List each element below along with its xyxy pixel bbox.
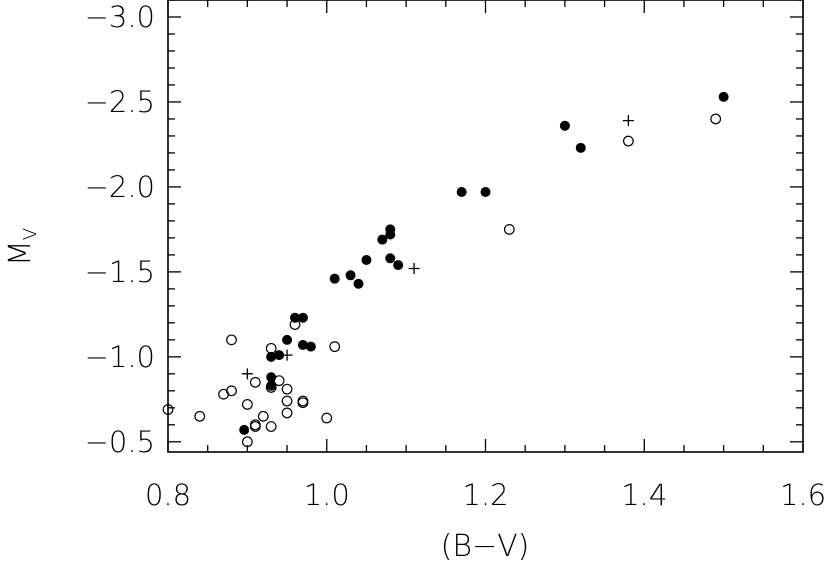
data-point-open [281,383,293,395]
data-point-open [265,421,277,432]
data-point-open [622,135,634,147]
data-point-open [226,334,237,346]
data-point-filled [480,187,491,198]
x-axis-label: (B−V) [441,529,530,564]
y-tick-label: −2.0 [85,170,155,204]
data-point-open [329,341,341,353]
data-point-filled [345,270,356,281]
data-point-filled [266,372,277,383]
data-point-open [289,319,301,330]
data-point-open [249,376,261,388]
data-point-filled [329,273,340,284]
data-point-open [273,375,285,387]
data-point-open [281,407,293,419]
data-point-plus [408,262,420,274]
data-point-filled [718,91,729,102]
data-point-filled [456,187,467,198]
data-point-open [162,404,174,415]
data-point-filled [266,351,277,362]
data-point-filled [305,341,316,352]
plot-frame [167,0,804,453]
data-point-open [194,410,206,422]
x-tick-label: 1.0 [304,478,350,512]
y-axis-label: MV [3,228,41,266]
axis-ticks [167,0,804,452]
data-point-filled [274,350,285,361]
y-tick-label: −0.5 [85,425,155,459]
data-point-filled [393,260,404,271]
data-point-open [281,395,293,407]
data-point-filled [297,312,308,323]
data-point-open [321,412,333,424]
y-tick-label: −3.0 [85,0,155,34]
data-point-filled [575,142,586,153]
data-point-filled [361,254,372,265]
data-point-filled [559,120,570,131]
data-point-open [241,436,253,448]
data-point-open [249,421,261,432]
data-point-filled [353,278,364,289]
data-point-filled [377,234,388,245]
x-tick-label: 0.8 [145,478,191,512]
x-tick-label: 1.2 [462,478,508,512]
y-tick-label: −2.5 [85,85,155,119]
y-axis-label-subscript: V [20,228,41,240]
data-point-open [265,382,277,393]
data-points [162,91,729,448]
axis-tick-labels: 0.8 1.0 1.2 1.4 1.6 −0.5 −1.0 −1.5 −2.0 −2.5 −3.0 [85,0,826,512]
data-point-open [710,113,722,125]
data-point-open [297,397,309,409]
data-point-open [503,223,515,235]
data-point-open [241,399,253,410]
data-point-plus [281,349,293,361]
data-point-filled [297,339,308,350]
data-point-open [226,385,237,397]
x-tick-label: 1.4 [621,478,667,512]
data-point-plus [241,368,253,380]
y-axis-label-main: M [3,240,38,266]
data-point-filled [239,424,250,435]
data-point-open [257,410,269,422]
y-tick-label: −1.5 [85,255,155,289]
y-tick-label: −1.0 [85,340,155,374]
x-tick-label: 1.6 [780,478,826,512]
data-point-open [265,342,277,354]
data-point-filled [385,253,396,264]
data-point-plus [622,115,634,127]
data-point-filled [385,229,396,240]
data-point-filled [282,334,293,345]
